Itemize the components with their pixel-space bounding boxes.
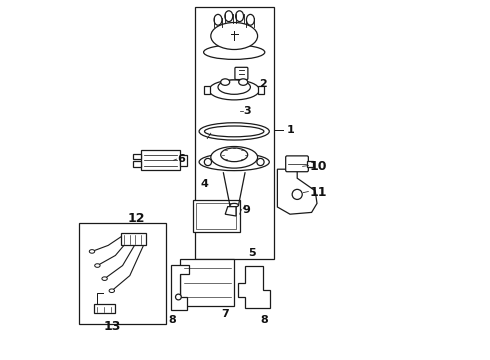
Text: 1: 1 — [287, 125, 294, 135]
Bar — [121, 233, 146, 246]
Bar — [141, 150, 180, 170]
Circle shape — [257, 158, 264, 166]
Bar — [196, 203, 236, 229]
Bar — [307, 161, 313, 167]
Bar — [94, 304, 116, 313]
Circle shape — [292, 189, 302, 199]
FancyBboxPatch shape — [235, 67, 248, 80]
Bar — [133, 161, 141, 167]
Bar — [180, 155, 187, 166]
Ellipse shape — [102, 277, 107, 280]
Polygon shape — [277, 169, 317, 214]
Text: 10: 10 — [309, 160, 326, 173]
Ellipse shape — [225, 11, 233, 22]
Text: 12: 12 — [127, 212, 145, 225]
Ellipse shape — [220, 79, 230, 85]
Ellipse shape — [220, 148, 248, 162]
Ellipse shape — [109, 289, 115, 293]
Ellipse shape — [199, 123, 270, 140]
Text: 3: 3 — [243, 105, 251, 116]
Bar — [79, 223, 166, 324]
Text: 9: 9 — [242, 204, 250, 215]
Ellipse shape — [230, 203, 239, 207]
Ellipse shape — [218, 80, 250, 94]
Ellipse shape — [214, 14, 222, 25]
Ellipse shape — [89, 249, 95, 253]
Ellipse shape — [236, 11, 244, 22]
FancyBboxPatch shape — [286, 156, 308, 172]
Circle shape — [204, 158, 212, 166]
Bar — [133, 154, 141, 159]
Text: 5: 5 — [248, 248, 255, 258]
Ellipse shape — [204, 126, 264, 137]
Text: 11: 11 — [309, 186, 326, 199]
Text: 7: 7 — [221, 309, 229, 319]
Text: 6: 6 — [178, 154, 186, 164]
Ellipse shape — [204, 45, 265, 59]
Ellipse shape — [239, 79, 248, 85]
Bar — [180, 259, 234, 306]
Bar — [204, 86, 210, 94]
Text: 8: 8 — [168, 315, 176, 325]
Polygon shape — [171, 265, 189, 310]
Ellipse shape — [211, 23, 258, 50]
Polygon shape — [238, 266, 270, 308]
Bar — [195, 7, 274, 259]
Ellipse shape — [209, 80, 259, 100]
Ellipse shape — [246, 14, 254, 25]
Ellipse shape — [95, 264, 100, 267]
Text: 8: 8 — [261, 315, 269, 325]
Text: 2: 2 — [259, 78, 267, 89]
Ellipse shape — [199, 153, 270, 171]
Polygon shape — [225, 207, 236, 216]
Ellipse shape — [211, 147, 258, 168]
Text: 13: 13 — [103, 320, 121, 333]
Bar — [258, 86, 264, 94]
Circle shape — [175, 294, 181, 300]
Bar — [193, 200, 240, 232]
Text: 4: 4 — [201, 179, 209, 189]
